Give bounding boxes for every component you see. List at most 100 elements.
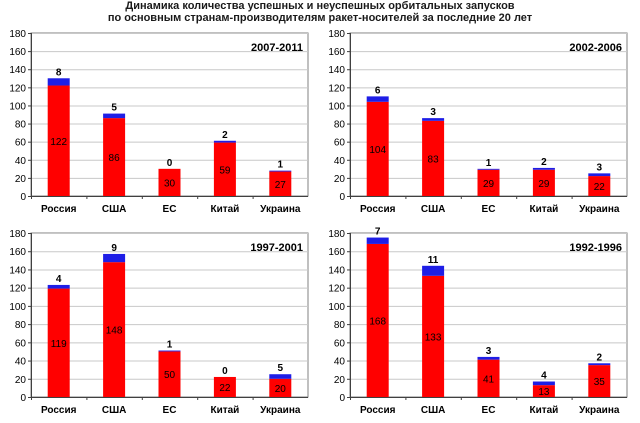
chart-4-success-value-5: 35 (594, 377, 606, 388)
chart-1-category-label-5: Украина (260, 204, 301, 215)
chart-2-bar-success-5 (588, 176, 611, 196)
chart-2-failure-value-4: 2 (541, 157, 547, 168)
chart-4-ytick-label-180: 180 (328, 229, 345, 240)
chart-4-bar-success-4 (532, 385, 555, 397)
chart-1-bar-failure-1 (47, 78, 70, 86)
chart-3-category-label-5: Украина (260, 405, 301, 416)
chart-1-category-label-4: Китай (210, 204, 239, 215)
chart-4-ytick-label-120: 120 (328, 284, 345, 295)
chart-2-category-label-5: Украина (579, 204, 620, 215)
chart-2-ytick-label-140: 140 (328, 65, 345, 76)
chart-1-success-value-3: 30 (164, 178, 176, 189)
chart-3-failure-value-2: 9 (111, 243, 117, 254)
chart-3-success-value-4: 22 (219, 383, 231, 394)
chart-4-ytick-label-80: 80 (334, 320, 346, 331)
chart-1-bar-failure-2 (103, 113, 126, 119)
chart-1-bar-success-2 (103, 118, 126, 196)
chart-2-success-value-5: 22 (594, 182, 606, 193)
chart-1-category-label-2: США (102, 204, 127, 215)
chart-2-ytick-label-40: 40 (334, 156, 346, 167)
chart-1-ytick-label-100: 100 (9, 101, 26, 112)
chart-4-title: 1992-1996 (569, 242, 622, 254)
chart-2-category-label-3: ЕС (482, 204, 496, 215)
chart-2-ytick-label-20: 20 (334, 174, 346, 185)
chart-3-bar-failure-3 (158, 350, 181, 352)
chart-1-bar-success-5 (269, 171, 292, 196)
chart-1-bar-failure-5 (269, 170, 292, 172)
chart-4-success-value-2: 133 (425, 332, 442, 343)
chart-4-failure-value-1: 7 (375, 227, 381, 238)
chart-1-ytick-label-180: 180 (9, 29, 26, 40)
chart-3-bar-success-4 (213, 376, 236, 397)
chart-4-failure-value-5: 2 (597, 352, 603, 363)
chart-4-failure-value-4: 4 (541, 371, 547, 382)
chart-2-bar-success-4 (532, 169, 555, 196)
chart-3-category-label-2: США (102, 405, 127, 416)
chart-1-ytick-label-60: 60 (15, 138, 27, 149)
chart-3-bar-failure-2 (103, 253, 126, 263)
chart-1-title: 2007-2011 (251, 42, 303, 54)
chart-4-ytick-label-0: 0 (339, 393, 345, 404)
chart-3-failure-value-4: 0 (222, 366, 228, 377)
chart-4-bar-success-2 (422, 275, 445, 397)
chart-4-bar-failure-1 (366, 237, 389, 244)
chart-2-bar-success-3 (477, 169, 500, 196)
chart-3-bar-success-5 (269, 378, 292, 397)
chart-1-category-label-1: Россия (41, 204, 77, 215)
chart-3-ytick-label-140: 140 (9, 265, 26, 276)
chart-3-bar-failure-5 (269, 374, 292, 379)
chart-1-bar-failure-4 (213, 140, 236, 143)
chart-2-ytick-label-80: 80 (334, 120, 346, 131)
chart-1-ytick-label-140: 140 (9, 65, 26, 76)
chart-1-ytick-label-80: 80 (15, 120, 27, 131)
chart-3-ytick-label-40: 40 (15, 357, 27, 368)
chart-2-bar-failure-2 (422, 118, 445, 121)
chart-4-ytick-label-60: 60 (334, 338, 346, 349)
chart-1-ytick-label-120: 120 (9, 83, 26, 94)
chart-1-ytick-label-160: 160 (9, 47, 26, 58)
chart-3-category-label-1: Россия (41, 405, 77, 416)
chart-4-ytick-label-20: 20 (334, 375, 346, 386)
chart-1-success-value-1: 122 (50, 137, 67, 148)
chart-3-ytick-label-60: 60 (15, 338, 27, 349)
chart-1-failure-value-2: 5 (111, 103, 117, 114)
chart-3-bar-success-2 (103, 262, 126, 397)
chart-1-failure-value-5: 1 (278, 160, 284, 171)
chart-3-ytick-label-100: 100 (9, 302, 26, 313)
chart-4-bar-failure-3 (477, 356, 500, 360)
chart-3-ytick-label-80: 80 (15, 320, 27, 331)
chart-4-success-value-3: 41 (483, 374, 495, 385)
chart-2-bar-failure-1 (366, 96, 389, 102)
chart-2-ytick-label-120: 120 (328, 83, 345, 94)
chart-2-success-value-1: 104 (369, 145, 386, 156)
chart-4-bar-failure-2 (422, 265, 445, 276)
chart-1-bar-success-1 (47, 85, 70, 196)
chart-4-success-value-4: 13 (538, 387, 550, 398)
chart-2-failure-value-1: 6 (375, 85, 381, 96)
chart-4-success-value-1: 168 (369, 316, 386, 327)
chart-3-bar-failure-1 (47, 284, 70, 289)
chart-3-category-label-4: Китай (210, 405, 239, 416)
chart-2-ytick-label-180: 180 (328, 29, 345, 40)
chart-3-ytick-label-180: 180 (9, 229, 26, 240)
chart-1-success-value-2: 86 (109, 153, 121, 164)
chart-2-category-label-2: США (421, 204, 446, 215)
chart-1-bar-success-4 (213, 142, 236, 196)
page-title: Динамика количества успешных и неуспешны… (0, 0, 640, 24)
chart-2-bar-failure-3 (477, 168, 500, 170)
chart-3-success-value-1: 119 (51, 339, 67, 350)
chart-2-category-label-4: Китай (529, 204, 558, 215)
chart-4-category-label-3: ЕС (482, 405, 496, 416)
chart-4-category-label-1: Россия (360, 405, 396, 416)
chart-3-success-value-5: 20 (275, 384, 287, 395)
chart-1-failure-value-4: 2 (222, 130, 228, 141)
chart-2-ytick-label-100: 100 (328, 101, 345, 112)
chart-2-ytick-label-0: 0 (339, 192, 345, 203)
chart-1-ytick-label-0: 0 (20, 192, 26, 203)
chart-4-category-label-4: Китай (529, 405, 558, 416)
chart-3-success-value-3: 50 (164, 370, 176, 381)
chart-2-bar-success-1 (366, 101, 389, 196)
chart-3-failure-value-3: 1 (167, 340, 173, 351)
chart-1-ytick-label-20: 20 (15, 174, 27, 185)
